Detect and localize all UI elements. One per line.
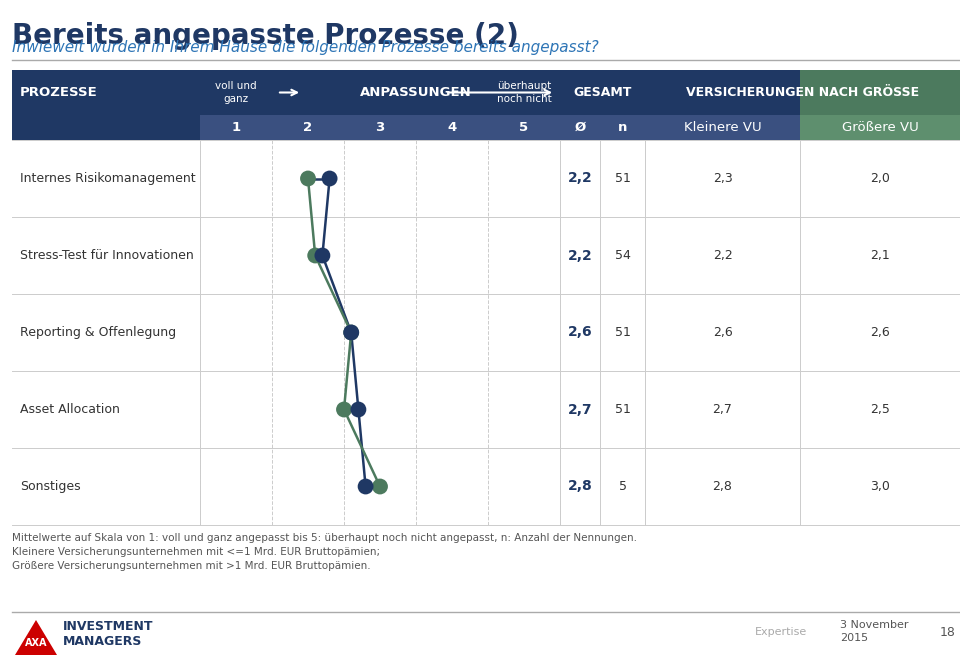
Text: 51: 51	[614, 403, 631, 416]
Point	[322, 173, 337, 184]
Text: ANPASSUNGEN: ANPASSUNGEN	[360, 86, 472, 99]
Text: 2,1: 2,1	[870, 249, 890, 262]
Bar	[12, 115, 200, 140]
Text: 2015: 2015	[840, 633, 868, 643]
Bar	[800, 70, 960, 115]
Text: Internes Risikomanagement: Internes Risikomanagement	[20, 172, 196, 185]
Text: Mittelwerte auf Skala von 1: voll und ganz angepasst bis 5: überhaupt noch nicht: Mittelwerte auf Skala von 1: voll und ga…	[12, 533, 637, 543]
Text: 2,2: 2,2	[567, 172, 592, 186]
Text: 54: 54	[614, 249, 631, 262]
Text: 51: 51	[614, 172, 631, 185]
Text: 2,6: 2,6	[567, 326, 592, 340]
Text: 2,6: 2,6	[712, 326, 732, 339]
Point	[315, 250, 330, 261]
Point	[350, 404, 366, 415]
Text: Kleinere VU: Kleinere VU	[684, 121, 761, 134]
Text: 2: 2	[303, 121, 313, 134]
Text: Asset Allocation: Asset Allocation	[20, 403, 120, 416]
Text: n: n	[618, 121, 627, 134]
Text: 3: 3	[375, 121, 385, 134]
Text: 1: 1	[231, 121, 241, 134]
Point	[344, 327, 359, 338]
Text: Kleinere Versicherungsunternehmen mit <=1 Mrd. EUR Bruttopämien;: Kleinere Versicherungsunternehmen mit <=…	[12, 547, 380, 557]
Text: 3,0: 3,0	[870, 480, 890, 493]
Text: PROZESSE: PROZESSE	[20, 86, 98, 99]
Text: VERSICHERUNGEN NACH GRÖSSE: VERSICHERUNGEN NACH GRÖSSE	[686, 86, 919, 99]
Point	[372, 481, 388, 492]
Text: Reporting & Offenlegung: Reporting & Offenlegung	[20, 326, 176, 339]
Text: Expertise: Expertise	[755, 627, 807, 637]
Text: 5: 5	[618, 480, 627, 493]
Text: 2,6: 2,6	[870, 326, 890, 339]
Bar	[645, 70, 800, 115]
Text: Stress-Test für Innovationen: Stress-Test für Innovationen	[20, 249, 194, 262]
Point	[344, 327, 359, 338]
Polygon shape	[15, 620, 57, 655]
Text: 2,2: 2,2	[712, 249, 732, 262]
Text: 3 November: 3 November	[840, 620, 908, 630]
Text: Bereits angepasste Prozesse (2): Bereits angepasste Prozesse (2)	[12, 22, 518, 50]
Text: 2,3: 2,3	[712, 172, 732, 185]
Text: 2,8: 2,8	[712, 480, 732, 493]
Point	[336, 404, 351, 415]
Bar	[200, 115, 645, 140]
Point	[300, 173, 316, 184]
Point	[358, 481, 373, 492]
Text: 2,7: 2,7	[712, 403, 732, 416]
Text: Sonstiges: Sonstiges	[20, 480, 81, 493]
Text: voll und
ganz: voll und ganz	[215, 81, 257, 104]
Point	[307, 250, 323, 261]
Text: 2,5: 2,5	[870, 403, 890, 416]
Bar	[800, 115, 960, 140]
Text: 2,7: 2,7	[567, 403, 592, 417]
Text: überhaupt
noch nicht: überhaupt noch nicht	[496, 81, 551, 104]
Bar	[645, 115, 800, 140]
Bar	[12, 70, 200, 115]
Text: Größere VU: Größere VU	[842, 121, 919, 134]
Bar	[200, 70, 645, 115]
Text: INVESTMENT
MANAGERS: INVESTMENT MANAGERS	[63, 620, 154, 648]
Text: GESAMT: GESAMT	[573, 86, 632, 99]
Text: 2,0: 2,0	[870, 172, 890, 185]
Text: Größere Versicherungsunternehmen mit >1 Mrd. EUR Bruttopämien.: Größere Versicherungsunternehmen mit >1 …	[12, 561, 371, 571]
Text: 2,2: 2,2	[567, 249, 592, 263]
Text: 4: 4	[447, 121, 457, 134]
Text: Ø: Ø	[574, 121, 586, 134]
Text: Inwieweit wurden in Ihrem Hause die folgenden Prozesse bereits angepasst?: Inwieweit wurden in Ihrem Hause die folg…	[12, 40, 599, 55]
Text: 18: 18	[940, 626, 956, 639]
Text: 51: 51	[614, 326, 631, 339]
Text: 5: 5	[519, 121, 529, 134]
Text: 2,8: 2,8	[567, 480, 592, 494]
Text: AXA: AXA	[25, 638, 47, 648]
